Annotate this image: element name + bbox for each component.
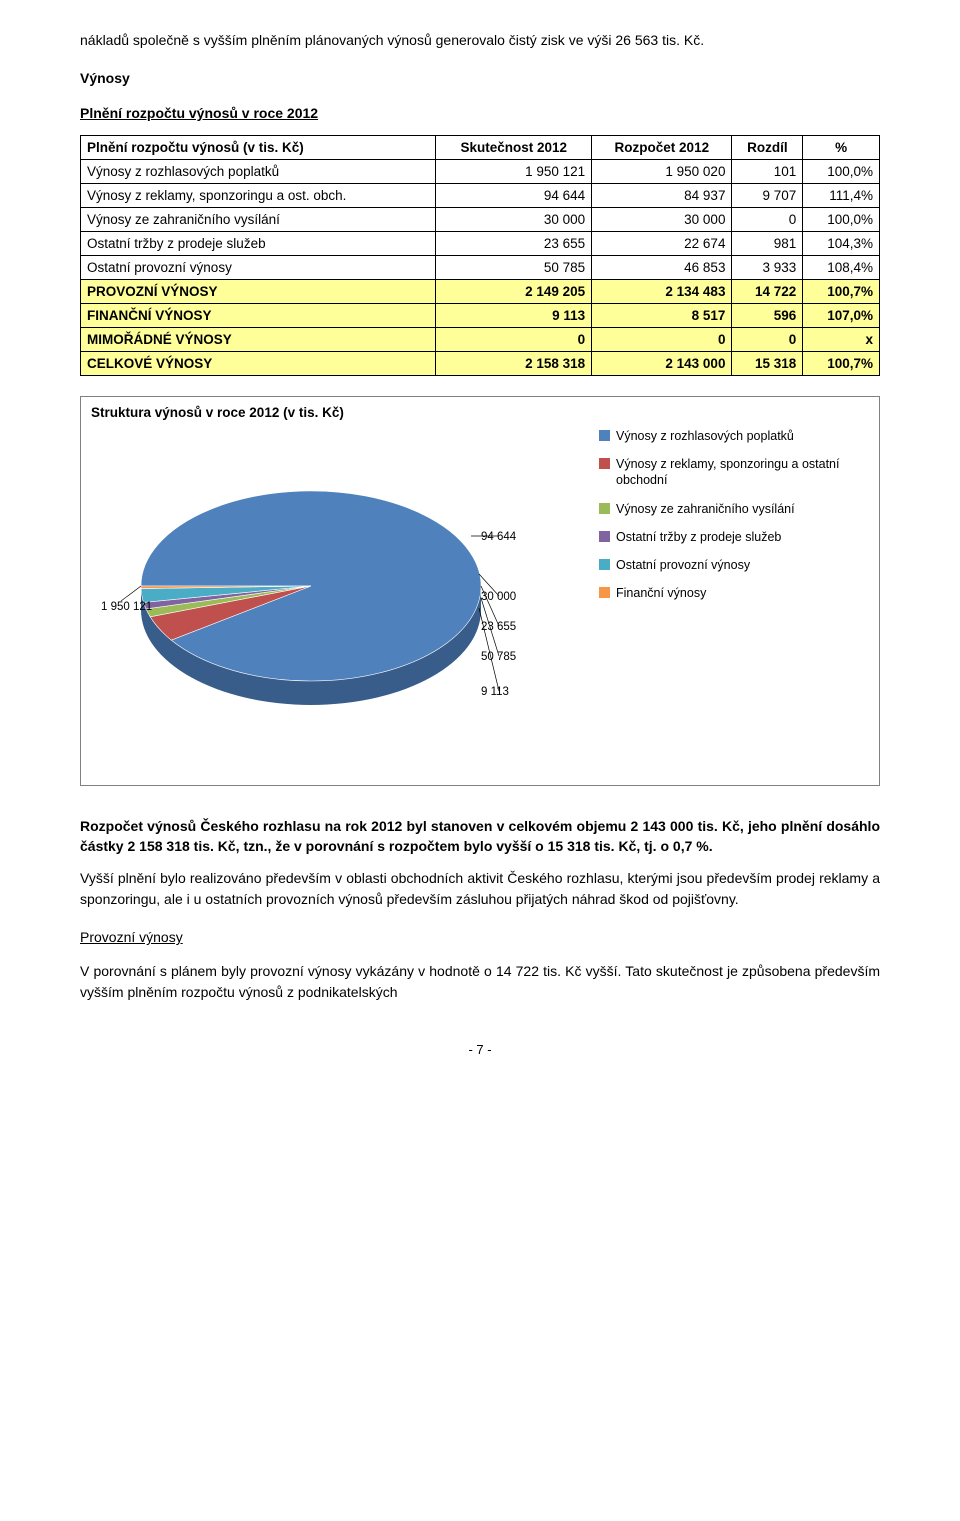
row-cell: 100,7% <box>803 279 880 303</box>
row-cell: 1 950 121 <box>436 159 592 183</box>
row-cell: 981 <box>732 231 803 255</box>
col-header-pct: % <box>803 135 880 159</box>
pie-callout: 94 644 <box>481 531 516 543</box>
row-cell: 2 149 205 <box>436 279 592 303</box>
legend-item: Výnosy ze zahraničního vysílání <box>599 501 859 517</box>
legend-item: Ostatní provozní výnosy <box>599 557 859 573</box>
row-label: Výnosy z rozhlasových poplatků <box>81 159 436 183</box>
legend-label: Výnosy ze zahraničního vysílání <box>616 501 795 517</box>
table-row: Výnosy z rozhlasových poplatků1 950 1211… <box>81 159 880 183</box>
row-label: Ostatní tržby z prodeje služeb <box>81 231 436 255</box>
summary-para-2: Vyšší plnění bylo realizováno především … <box>80 868 880 909</box>
table-header-row: Plnění rozpočtu výnosů (v tis. Kč) Skute… <box>81 135 880 159</box>
table-row: MIMOŘÁDNÉ VÝNOSY000x <box>81 327 880 351</box>
legend-label: Výnosy z reklamy, sponzoringu a ostatní … <box>616 456 859 489</box>
row-cell: 30 000 <box>592 207 732 231</box>
pie-callout: 23 655 <box>481 621 516 633</box>
legend-item: Výnosy z reklamy, sponzoringu a ostatní … <box>599 456 859 489</box>
legend-item: Výnosy z rozhlasových poplatků <box>599 428 859 444</box>
provozni-para: V porovnání s plánem byly provozní výnos… <box>80 961 880 1002</box>
row-cell: 23 655 <box>436 231 592 255</box>
row-cell: 15 318 <box>732 351 803 375</box>
legend-swatch <box>599 559 610 570</box>
row-label: CELKOVÉ VÝNOSY <box>81 351 436 375</box>
row-label: Ostatní provozní výnosy <box>81 255 436 279</box>
table-row: CELKOVÉ VÝNOSY2 158 3182 143 00015 31810… <box>81 351 880 375</box>
legend-item: Finanční výnosy <box>599 585 859 601</box>
row-cell: 0 <box>732 327 803 351</box>
revenue-table: Plnění rozpočtu výnosů (v tis. Kč) Skute… <box>80 135 880 376</box>
col-header-label: Plnění rozpočtu výnosů (v tis. Kč) <box>81 135 436 159</box>
row-cell: 50 785 <box>436 255 592 279</box>
row-cell: 100,7% <box>803 351 880 375</box>
row-label: Výnosy z reklamy, sponzoringu a ost. obc… <box>81 183 436 207</box>
row-cell: 3 933 <box>732 255 803 279</box>
row-cell: 84 937 <box>592 183 732 207</box>
row-cell: 0 <box>592 327 732 351</box>
pie-chart-box: Struktura výnosů v roce 2012 (v tis. Kč)… <box>80 396 880 786</box>
row-cell: 0 <box>732 207 803 231</box>
row-cell: x <box>803 327 880 351</box>
row-cell: 107,0% <box>803 303 880 327</box>
chart-title: Struktura výnosů v roce 2012 (v tis. Kč) <box>91 405 869 420</box>
row-cell: 101 <box>732 159 803 183</box>
section-vynosy: Výnosy <box>80 68 880 88</box>
row-cell: 46 853 <box>592 255 732 279</box>
row-cell: 14 722 <box>732 279 803 303</box>
legend-swatch <box>599 430 610 441</box>
row-label: Výnosy ze zahraničního vysílání <box>81 207 436 231</box>
col-header-budget: Rozpočet 2012 <box>592 135 732 159</box>
table-row: Ostatní tržby z prodeje služeb23 65522 6… <box>81 231 880 255</box>
legend-label: Ostatní tržby z prodeje služeb <box>616 529 781 545</box>
row-label: FINANČNÍ VÝNOSY <box>81 303 436 327</box>
legend-swatch <box>599 458 610 469</box>
table-row: Výnosy z reklamy, sponzoringu a ost. obc… <box>81 183 880 207</box>
table-row: FINANČNÍ VÝNOSY9 1138 517596107,0% <box>81 303 880 327</box>
page-number: - 7 - <box>80 1042 880 1057</box>
row-cell: 9 707 <box>732 183 803 207</box>
table-row: PROVOZNÍ VÝNOSY2 149 2052 134 48314 7221… <box>81 279 880 303</box>
section-plneni: Plnění rozpočtu výnosů v roce 2012 <box>80 103 880 123</box>
summary-para-1: Rozpočet výnosů Českého rozhlasu na rok … <box>80 816 880 857</box>
table-row: Ostatní provozní výnosy50 78546 8533 933… <box>81 255 880 279</box>
row-cell: 2 143 000 <box>592 351 732 375</box>
row-label: MIMOŘÁDNÉ VÝNOSY <box>81 327 436 351</box>
row-cell: 104,3% <box>803 231 880 255</box>
legend-swatch <box>599 503 610 514</box>
legend-label: Výnosy z rozhlasových poplatků <box>616 428 794 444</box>
intro-paragraph: nákladů společně s vyšším plněním plánov… <box>80 30 880 50</box>
row-cell: 30 000 <box>436 207 592 231</box>
legend-item: Ostatní tržby z prodeje služeb <box>599 529 859 545</box>
row-cell: 108,4% <box>803 255 880 279</box>
legend-swatch <box>599 587 610 598</box>
row-cell: 596 <box>732 303 803 327</box>
row-cell: 9 113 <box>436 303 592 327</box>
legend-label: Ostatní provozní výnosy <box>616 557 750 573</box>
col-header-diff: Rozdíl <box>732 135 803 159</box>
chart-area: Výnosy z rozhlasových poplatků Výnosy z r… <box>91 426 869 746</box>
table-row: Výnosy ze zahraničního vysílání30 00030 … <box>81 207 880 231</box>
row-cell: 2 158 318 <box>436 351 592 375</box>
row-cell: 100,0% <box>803 159 880 183</box>
row-cell: 0 <box>436 327 592 351</box>
row-label: PROVOZNÍ VÝNOSY <box>81 279 436 303</box>
pie-callout: 50 785 <box>481 651 516 663</box>
row-cell: 22 674 <box>592 231 732 255</box>
chart-legend: Výnosy z rozhlasových poplatků Výnosy z r… <box>599 428 859 614</box>
row-cell: 94 644 <box>436 183 592 207</box>
pie-callout: 9 113 <box>481 686 509 698</box>
row-cell: 111,4% <box>803 183 880 207</box>
row-cell: 8 517 <box>592 303 732 327</box>
legend-label: Finanční výnosy <box>616 585 706 601</box>
row-cell: 1 950 020 <box>592 159 732 183</box>
legend-swatch <box>599 531 610 542</box>
section-provozni: Provozní výnosy <box>80 927 880 947</box>
row-cell: 2 134 483 <box>592 279 732 303</box>
col-header-actual: Skutečnost 2012 <box>436 135 592 159</box>
row-cell: 100,0% <box>803 207 880 231</box>
pie-callout: 30 000 <box>481 591 516 603</box>
pie-callout: 1 950 121 <box>101 601 152 613</box>
